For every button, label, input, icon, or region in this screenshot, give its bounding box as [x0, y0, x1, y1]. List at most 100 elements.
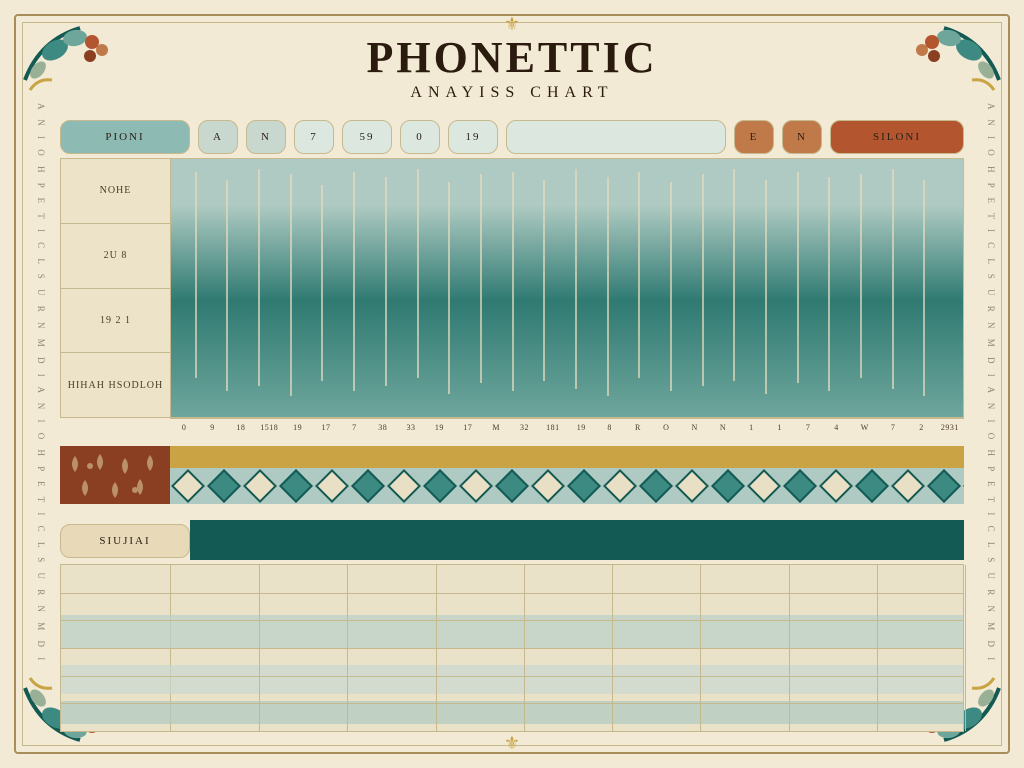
lower-grid-row	[61, 620, 963, 621]
diamond-icon	[819, 469, 853, 503]
x-axis-tick: 8	[595, 419, 623, 442]
chart-vline	[290, 174, 292, 396]
header-tabs: PIONIAN759019ENSILONI	[60, 120, 964, 154]
chart-vline	[448, 182, 450, 394]
chart-vline	[702, 174, 704, 386]
chart-vline	[860, 174, 862, 378]
x-axis-tick: N	[680, 419, 708, 442]
x-axis-tick: O	[652, 419, 680, 442]
x-axis-tick: R	[624, 419, 652, 442]
header-tab: A	[198, 120, 238, 154]
x-axis-tick: 17	[454, 419, 482, 442]
x-axis-tick: 18	[227, 419, 255, 442]
diamond-pattern-band	[170, 468, 964, 504]
diamond-icon	[387, 469, 421, 503]
leaf-pattern-square	[60, 446, 170, 504]
chart-frame: ⚜ ⚜ PHONETTIC ANAYISS CHART PIONIAN75901…	[0, 0, 1024, 768]
chart-vline	[607, 177, 609, 396]
x-axis-tick: 1	[766, 419, 794, 442]
lower-grid-col	[612, 565, 613, 731]
x-axis-tick: 181	[539, 419, 567, 442]
dark-teal-band	[190, 520, 964, 560]
x-axis-tick: 19	[567, 419, 595, 442]
header-tab: N	[782, 120, 822, 154]
diamond-icon	[423, 469, 457, 503]
diamond-icon	[747, 469, 781, 503]
lower-grid-col	[436, 565, 437, 731]
lower-grid-row	[61, 703, 963, 704]
header-tab: PIONI	[60, 120, 190, 154]
chart-vline	[797, 172, 799, 384]
chart-vline	[892, 169, 894, 388]
x-axis-tick: W	[851, 419, 879, 442]
x-axis-tick: 2	[907, 419, 935, 442]
y-axis: NOHE2U 819 2 1HIHAH HSODLOH	[61, 159, 171, 417]
diamond-icon	[963, 469, 964, 503]
lower-grid-col	[524, 565, 525, 731]
diamond-icon	[315, 469, 349, 503]
x-axis-tick: 1	[737, 419, 765, 442]
x-axis-tick: 4	[822, 419, 850, 442]
header-tab: SILONI	[830, 120, 964, 154]
chart-vline	[226, 180, 228, 392]
diamond-icon	[639, 469, 673, 503]
x-axis-tick: 19	[425, 419, 453, 442]
diamond-icon	[711, 469, 745, 503]
header-tab	[506, 120, 726, 154]
upper-chart: NOHE2U 819 2 1HIHAH HSODLOH	[60, 158, 964, 418]
lower-grid-col	[700, 565, 701, 731]
x-axis-tick: N	[709, 419, 737, 442]
chart-vline	[353, 172, 355, 391]
chart-vline	[417, 169, 419, 378]
chart-vline	[765, 180, 767, 394]
lower-grid-row	[61, 593, 963, 594]
lower-grid	[60, 564, 964, 732]
y-axis-label: NOHE	[61, 159, 170, 224]
x-axis-tick: 7	[340, 419, 368, 442]
x-axis-tick: 9	[198, 419, 226, 442]
chart-vline	[670, 182, 672, 391]
y-axis-label: HIHAH HSODLOH	[61, 353, 170, 417]
diamond-icon	[675, 469, 709, 503]
lower-grid-row	[61, 676, 963, 677]
diamond-icon	[207, 469, 241, 503]
chart-vline	[638, 172, 640, 378]
x-axis: 091815181917738331917M32181198RONN1174W7…	[170, 418, 964, 442]
chart-vline	[733, 169, 735, 381]
chart-vlines	[171, 159, 963, 417]
lower-grid-col	[965, 565, 966, 731]
lower-tab-label: SIUJIAI	[99, 535, 150, 547]
diamond-icon	[531, 469, 565, 503]
lower-grid-col	[877, 565, 878, 731]
x-axis-tick: M	[482, 419, 510, 442]
chart-title: PHONETTIC	[0, 36, 1024, 80]
x-axis-tick: 19	[283, 419, 311, 442]
chart-vline	[575, 169, 577, 388]
left-border-text: A N I O H P E T I C L S U R N M D I A N …	[28, 40, 46, 728]
x-axis-tick: 2931	[936, 419, 964, 442]
lower-grid-col	[789, 565, 790, 731]
chart-vline	[258, 169, 260, 386]
x-axis-tick: 0	[170, 419, 198, 442]
y-axis-label: 19 2 1	[61, 289, 170, 354]
title-block: PHONETTIC ANAYISS CHART	[0, 36, 1024, 102]
diamond-icon	[459, 469, 493, 503]
header-tab: E	[734, 120, 774, 154]
lower-hband	[61, 701, 963, 724]
x-axis-tick: 7	[794, 419, 822, 442]
diamond-icon	[171, 469, 205, 503]
chart-vline	[512, 172, 514, 391]
header-tab: 19	[448, 120, 498, 154]
chart-vline	[195, 172, 197, 378]
diamond-icon	[927, 469, 961, 503]
lower-grid-col	[259, 565, 260, 731]
lower-grid-col	[347, 565, 348, 731]
top-ornament-icon: ⚜	[504, 14, 520, 35]
diamond-icon	[567, 469, 601, 503]
chart-vline	[828, 177, 830, 391]
x-axis-tick: 33	[397, 419, 425, 442]
gold-band	[60, 446, 964, 468]
chart-body	[171, 159, 963, 417]
x-axis-tick: 1518	[255, 419, 283, 442]
y-axis-label: 2U 8	[61, 224, 170, 289]
